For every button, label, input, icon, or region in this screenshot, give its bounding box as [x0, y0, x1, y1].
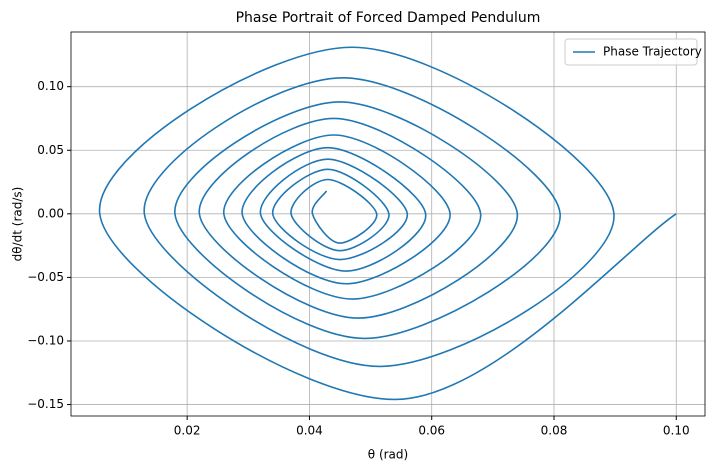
x-tick-label: 0.04 [296, 424, 323, 438]
y-tick-label: −0.10 [27, 333, 64, 347]
x-tick-label: 0.08 [541, 424, 568, 438]
y-tick-label: 0.00 [37, 206, 64, 220]
y-axis-label: dθ/dt (rad/s) [11, 187, 25, 262]
x-tick-label: 0.10 [663, 424, 690, 438]
y-tick-label: −0.15 [27, 397, 64, 411]
x-axis-label: θ (rad) [368, 448, 408, 462]
trajectory-line [98, 46, 677, 401]
legend-label: Phase Trajectory [603, 45, 702, 59]
chart-title: Phase Portrait of Forced Damped Pendulum [236, 10, 541, 26]
y-tick-label: −0.05 [27, 270, 64, 284]
y-tick-label: 0.10 [37, 79, 64, 93]
legend-box [564, 38, 698, 66]
x-tick-label: 0.02 [174, 424, 201, 438]
plot-frame [70, 31, 706, 417]
y-tick-label: 0.05 [37, 143, 64, 157]
x-tick-label: 0.06 [418, 424, 445, 438]
